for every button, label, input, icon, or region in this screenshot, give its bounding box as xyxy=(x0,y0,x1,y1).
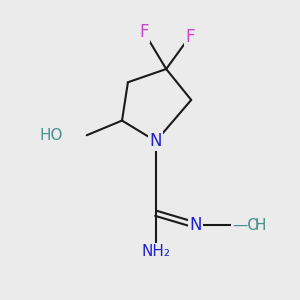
Text: HO: HO xyxy=(40,128,63,143)
Text: H: H xyxy=(254,218,266,232)
Text: F: F xyxy=(185,28,194,46)
Text: —O: —O xyxy=(232,218,260,232)
Text: N: N xyxy=(189,216,202,234)
Text: NH₂: NH₂ xyxy=(141,244,170,259)
Text: F: F xyxy=(140,23,149,41)
Text: N: N xyxy=(150,132,162,150)
